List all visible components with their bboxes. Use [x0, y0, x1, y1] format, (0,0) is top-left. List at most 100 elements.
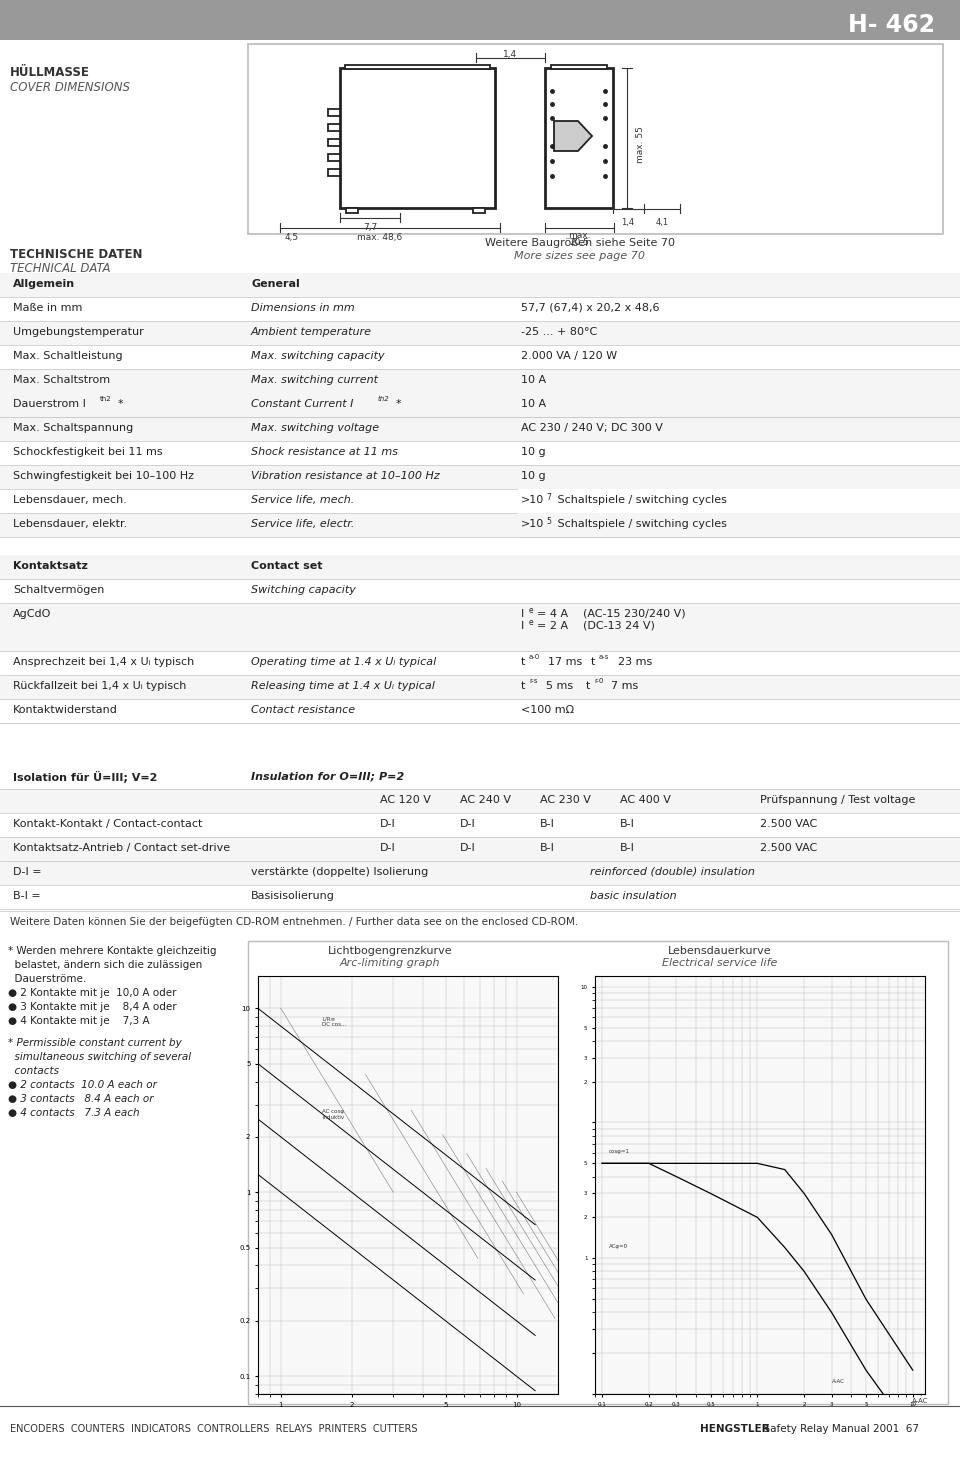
Bar: [0, 603, 960, 651]
Text: I: I: [521, 608, 524, 619]
Bar: [551, 65, 607, 69]
Text: Schaltvermögen: Schaltvermögen: [13, 585, 105, 595]
Text: Weitere Daten können Sie der beigefügten CD-ROM entnehmen. / Further data see on: Weitere Daten können Sie der beigefügten…: [10, 918, 578, 927]
Text: basic insulation: basic insulation: [590, 891, 677, 902]
Bar: [0, 861, 960, 885]
Text: *: *: [396, 399, 401, 409]
Bar: [248, 44, 943, 235]
Bar: [0, 40, 960, 246]
Text: th2: th2: [378, 396, 390, 402]
Text: B-I: B-I: [540, 819, 555, 828]
Text: Kontaktwiderstand: Kontaktwiderstand: [13, 705, 118, 715]
Text: = 4 A: = 4 A: [537, 608, 568, 619]
Bar: [0, 837, 960, 861]
Text: 5 ms: 5 ms: [546, 682, 573, 690]
Text: 17 ms: 17 ms: [548, 657, 583, 667]
Text: >10: >10: [521, 496, 544, 504]
Bar: [0, 416, 960, 441]
Text: reinforced (double) insulation: reinforced (double) insulation: [590, 866, 755, 877]
Bar: [0, 273, 960, 298]
Text: Basisisolierung: Basisisolierung: [251, 891, 335, 902]
Text: 1,4: 1,4: [503, 50, 517, 59]
Text: Lebensdauer, mech.: Lebensdauer, mech.: [13, 496, 127, 504]
Text: t: t: [521, 657, 525, 667]
Text: Lebensdauerkurve: Lebensdauerkurve: [668, 946, 772, 956]
Text: Schalt-: Schalt-: [596, 990, 623, 998]
Text: t: t: [591, 657, 595, 667]
Text: t: t: [586, 682, 590, 690]
Text: I: I: [521, 622, 524, 630]
Bar: [473, 208, 485, 213]
Text: Schaltspiele / switching cycles: Schaltspiele / switching cycles: [554, 519, 727, 529]
Text: Dauerstrom I: Dauerstrom I: [13, 399, 85, 409]
Bar: [518, 490, 960, 513]
Polygon shape: [554, 122, 592, 151]
Text: Dimensions in mm: Dimensions in mm: [251, 303, 355, 314]
Text: 7,7: 7,7: [363, 223, 377, 232]
Text: A-AC: A-AC: [831, 1380, 845, 1384]
Bar: [0, 0, 960, 40]
Text: Prüfspannung / Test voltage: Prüfspannung / Test voltage: [760, 795, 916, 805]
Text: General: General: [251, 279, 300, 289]
Text: <100 mΩ: <100 mΩ: [521, 705, 574, 715]
Bar: [0, 651, 960, 674]
Text: H- 462: H- 462: [848, 13, 935, 37]
Bar: [0, 909, 960, 937]
Text: HÜLLMASSE: HÜLLMASSE: [10, 66, 90, 79]
Bar: [0, 814, 960, 837]
Text: r-0: r-0: [594, 677, 604, 685]
Text: TECHNISCHE DATEN: TECHNISCHE DATEN: [10, 248, 142, 261]
Text: verstärkte (doppelte) Isolierung: verstärkte (doppelte) Isolierung: [251, 866, 428, 877]
Text: D-I =: D-I =: [13, 866, 41, 877]
Text: Lebensdauer, elektr.: Lebensdauer, elektr.: [13, 519, 128, 529]
Text: 23 ms: 23 ms: [618, 657, 652, 667]
Text: Switching capacity: Switching capacity: [251, 585, 356, 595]
Text: 57,7 (67,4) x 20,2 x 48,6: 57,7 (67,4) x 20,2 x 48,6: [521, 303, 660, 314]
Text: AgCdO: AgCdO: [13, 608, 52, 619]
Text: Rückfallzeit bei 1,4 x Uᵢ typisch: Rückfallzeit bei 1,4 x Uᵢ typisch: [13, 682, 186, 690]
Text: th2: th2: [100, 396, 111, 402]
Bar: [328, 154, 340, 161]
Text: Allgemein: Allgemein: [13, 279, 75, 289]
Text: ENCODERS  COUNTERS  INDICATORS  CONTROLLERS  RELAYS  PRINTERS  CUTTERS: ENCODERS COUNTERS INDICATORS CONTROLLERS…: [10, 1423, 418, 1434]
Text: Ambient temperature: Ambient temperature: [251, 327, 372, 337]
Text: Maße in mm: Maße in mm: [13, 303, 83, 314]
Text: Safety Relay Manual 2001  67: Safety Relay Manual 2001 67: [757, 1423, 919, 1434]
Bar: [328, 125, 340, 130]
Text: Electrical service life: Electrical service life: [662, 957, 778, 968]
Text: COVER DIMENSIONS: COVER DIMENSIONS: [10, 81, 130, 94]
Text: D-I: D-I: [380, 843, 396, 853]
Text: Max. switching current: Max. switching current: [251, 375, 378, 386]
Text: Releasing time at 1.4 x Uᵢ typical: Releasing time at 1.4 x Uᵢ typical: [251, 682, 435, 690]
Text: cosφ=1: cosφ=1: [609, 1149, 630, 1154]
Text: Kontaktsatz-Antrieb / Contact set-drive: Kontaktsatz-Antrieb / Contact set-drive: [13, 843, 230, 853]
Text: 2.000 VA / 120 W: 2.000 VA / 120 W: [521, 350, 617, 361]
Text: * Werden mehrere Kontakte gleichzeitig: * Werden mehrere Kontakte gleichzeitig: [8, 946, 217, 956]
Text: Max. Schaltleistung: Max. Schaltleistung: [13, 350, 123, 361]
Text: 10 g: 10 g: [521, 471, 545, 481]
Bar: [0, 699, 960, 723]
Text: Arc-limiting graph: Arc-limiting graph: [340, 957, 441, 968]
Text: 4,5: 4,5: [285, 233, 300, 242]
Text: Max. switching voltage: Max. switching voltage: [251, 424, 379, 432]
Text: e: e: [529, 605, 534, 616]
Text: a-s: a-s: [599, 654, 610, 660]
Bar: [0, 674, 960, 699]
Bar: [0, 885, 960, 909]
Text: I: I: [919, 1388, 922, 1399]
Text: Contact set: Contact set: [251, 561, 323, 570]
Text: Insulation for O=III; P=2: Insulation for O=III; P=2: [251, 771, 404, 781]
Text: ● 3 contacts   8.4 A each or: ● 3 contacts 8.4 A each or: [8, 1094, 154, 1104]
Text: *: *: [118, 399, 124, 409]
Bar: [0, 393, 960, 416]
Bar: [346, 208, 358, 213]
Text: a-0: a-0: [529, 654, 540, 660]
Text: Umgebungstemperatur: Umgebungstemperatur: [13, 327, 144, 337]
Bar: [545, 67, 613, 208]
Text: Service life, mech.: Service life, mech.: [251, 496, 354, 504]
Text: AC 230 V: AC 230 V: [540, 795, 590, 805]
Text: Schwingfestigkeit bei 10–100 Hz: Schwingfestigkeit bei 10–100 Hz: [13, 471, 194, 481]
Text: Weitere Baugrößen siehe Seite 70: Weitere Baugrößen siehe Seite 70: [485, 237, 675, 248]
Bar: [0, 441, 960, 465]
Text: 1,4: 1,4: [621, 218, 635, 227]
